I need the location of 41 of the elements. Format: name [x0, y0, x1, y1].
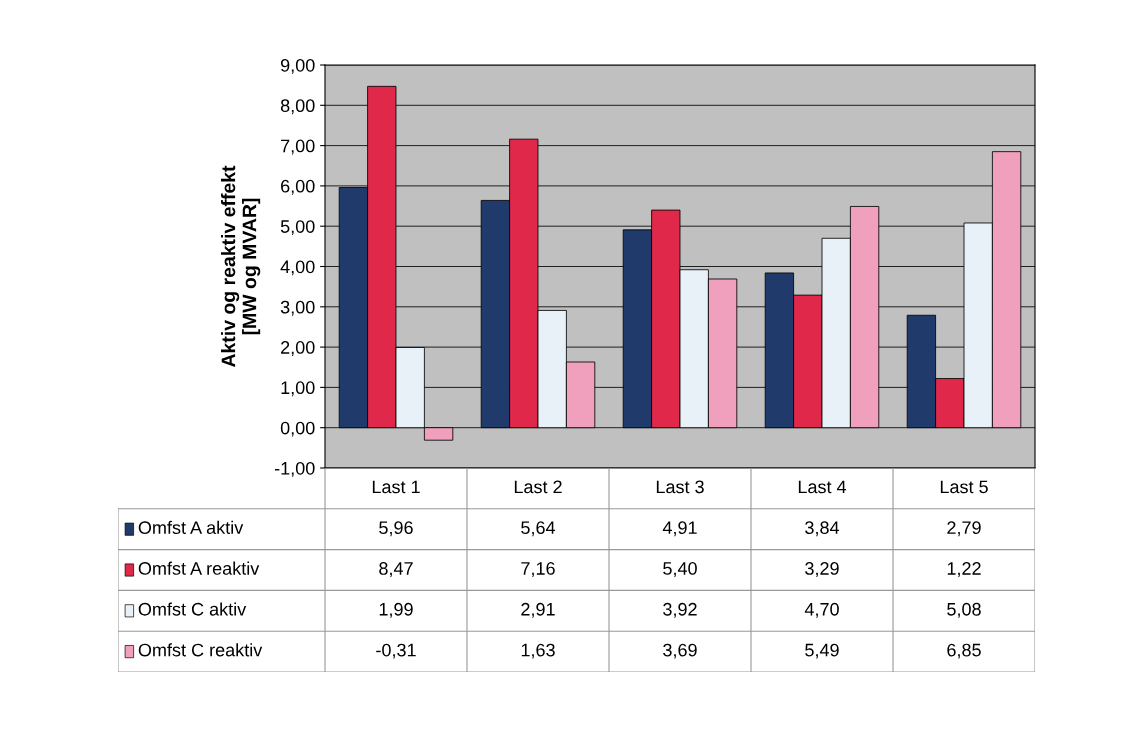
data-label: 5,49	[805, 643, 839, 659]
data-label: 4,70	[804, 602, 839, 618]
data-label: 1,99	[379, 602, 413, 618]
legend-label: Omfst A aktiv	[138, 520, 244, 535]
data-label: 3,92	[663, 602, 697, 618]
x-tick-label: Last 2	[514, 480, 562, 494]
data-label: 2,79	[947, 521, 981, 537]
x-tick-label: Last 3	[656, 480, 704, 494]
data-label: 2,91	[521, 602, 555, 618]
data-label: 3,84	[805, 521, 840, 537]
y-tick-label: 2,00	[281, 341, 315, 356]
data-label: 1,63	[521, 643, 555, 659]
data-label: 8,47	[379, 562, 413, 577]
y-tick-label: 6,00	[281, 179, 315, 195]
y-tick-label: 8,00	[280, 99, 315, 115]
y-tick-label: 9,00	[280, 58, 315, 74]
y-tick-label: 4,00	[280, 260, 315, 276]
data-label: 1,22	[947, 562, 981, 577]
data-label: 3,29	[805, 562, 839, 577]
legend-label: Omfst C aktiv	[138, 602, 247, 616]
y-tick-label: 1,00	[281, 381, 315, 397]
data-label: -0,31	[376, 643, 416, 659]
y-tick-label: 3,00	[280, 300, 315, 316]
y-tick-label: 5,00	[280, 220, 315, 236]
y-tick-label: -1,00	[274, 461, 315, 477]
data-label: 7,16	[521, 562, 555, 577]
legend-label: Omfst A reaktiv	[138, 561, 260, 575]
x-tick-label: Last 1	[372, 480, 420, 494]
x-tick-label: Last 5	[940, 480, 988, 494]
legend-label: Omfst C reaktiv	[138, 643, 263, 657]
data-label: 5,64	[521, 521, 556, 537]
y-axis-title: Aktiv og reaktiv effekt [MW og MVAR]	[221, 165, 261, 368]
y-tick-label: 7,00	[281, 139, 315, 155]
data-label: 5,96	[379, 521, 413, 537]
data-label: 6,85	[947, 643, 981, 659]
x-tick-label: Last 4	[798, 480, 847, 494]
data-label: 4,91	[662, 521, 697, 537]
data-label: 5,08	[947, 602, 981, 618]
data-label: 5,40	[663, 562, 697, 577]
data-label: 3,69	[663, 643, 697, 659]
y-tick-label: 0,00	[280, 421, 315, 437]
